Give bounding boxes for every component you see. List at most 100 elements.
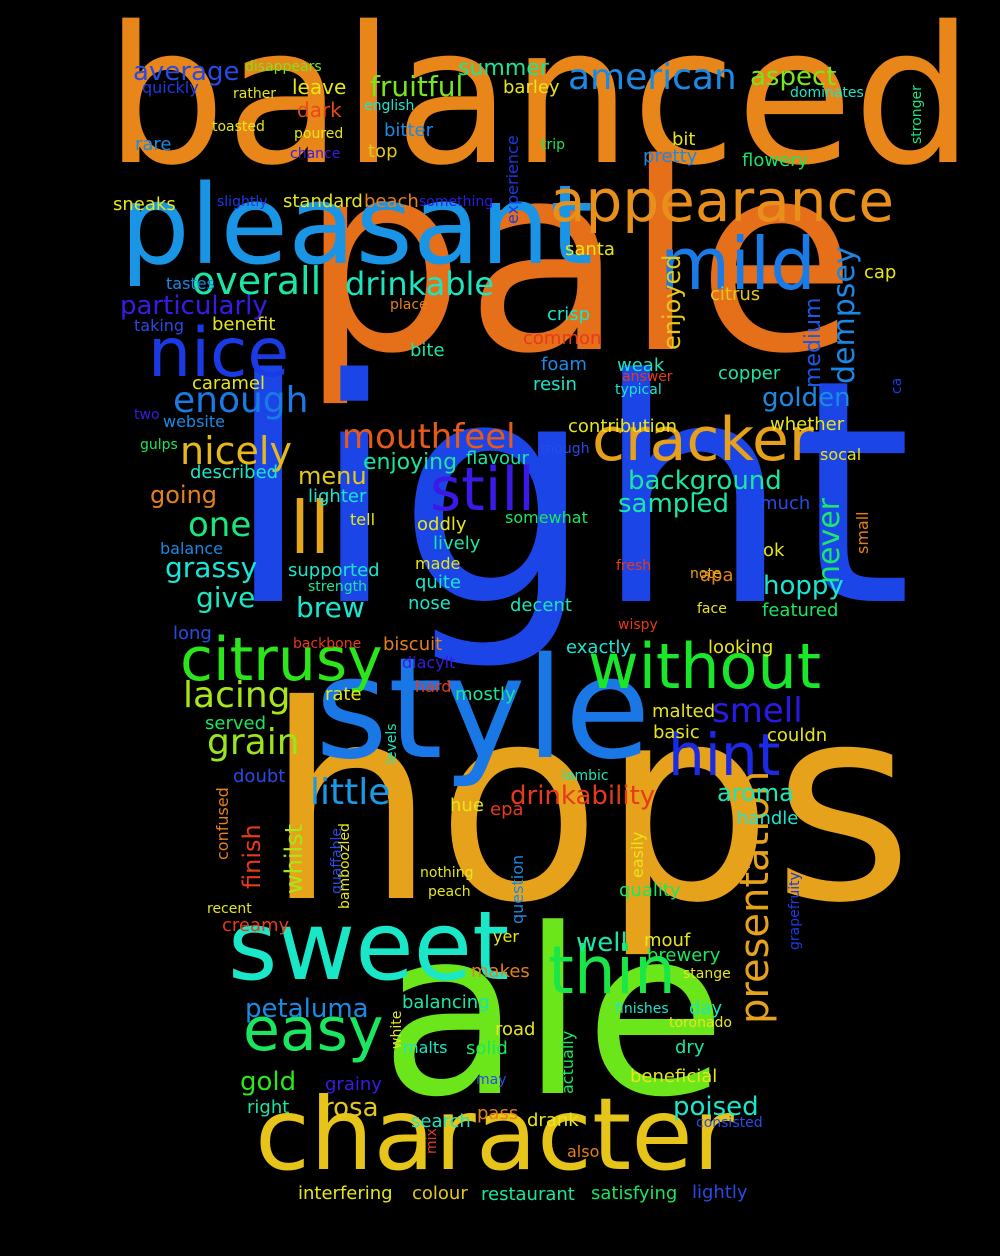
word-cloud-word: handle [737,808,799,829]
word-cloud-word: doubt [233,766,286,787]
word-cloud-word: grapefruity [787,872,803,950]
word-cloud-word: two [134,407,160,423]
word-cloud-word: going [150,481,218,509]
word-cloud-word: colour [412,1183,468,1204]
word-cloud-word: bamboozled [337,823,353,909]
word-cloud-word: pretty [643,146,698,167]
word-cloud-word: english [364,98,415,114]
word-cloud-word: character [255,1076,734,1193]
word-cloud-word: disappears [245,59,322,75]
word-cloud-word: diacylt [402,653,456,672]
word-cloud-word: nicely [180,429,292,473]
word-cloud-word: bit [672,129,696,150]
word-cloud-word: dry [675,1037,705,1058]
word-cloud-word: somewhat [505,508,588,527]
word-cloud-word: grain [207,722,300,763]
word-cloud-word: though [540,441,590,457]
word-cloud-word: malts [403,1038,448,1057]
word-cloud-word: whilst [280,823,308,894]
word-cloud-word: mouthfeel [342,417,516,457]
word-cloud-word: nothing [420,865,474,881]
word-cloud-word: particularly [120,291,268,321]
word-cloud-word: something [419,194,494,210]
word-cloud-word: poised [673,1092,759,1122]
word-cloud-word: citrusy [180,625,383,695]
word-cloud-word: balance [160,539,223,558]
word-cloud-word: stronger [909,85,925,144]
word-cloud-word: tastes [166,274,215,293]
word-cloud-word: nice [148,314,290,393]
word-cloud-word: top [368,141,398,162]
word-cloud-word: also [567,1142,600,1161]
word-cloud-word: without [588,630,822,703]
word-cloud-word: drinkable [345,265,495,303]
word-cloud-word: grassy [165,551,258,584]
word-cloud-word: whether [770,414,845,435]
word-cloud-word: served [205,713,267,734]
word-cloud-word: trip [541,137,566,153]
word-cloud-word: apa [700,565,734,586]
word-cloud-word: lacing [183,675,291,716]
word-cloud-word: backbone [293,636,362,652]
word-cloud-word: rare [135,134,172,155]
word-cloud-word: supported [288,560,380,581]
word-cloud-word: copper [718,363,781,384]
word-cloud-word: website [163,412,225,431]
word-cloud-word: nose [408,593,451,614]
word-cloud-word: satisfying [591,1183,678,1204]
word-cloud-word: face [697,601,727,617]
word-cloud-word: pass [477,1103,519,1124]
word-cloud-word: flavour [466,448,529,469]
word-cloud-word: interfering [298,1183,393,1204]
word-cloud-word: day [689,998,723,1019]
word-cloud-word: aspect [750,62,837,92]
word-cloud-word: flowery [742,150,809,171]
word-cloud-word: experience [503,135,522,224]
word-cloud-word: gulps [140,437,178,453]
word-cloud-word: gold [240,1067,297,1097]
word-cloud-word: appearance [550,167,895,235]
word-cloud-word: question [508,854,527,924]
word-cloud-word: recent [207,901,252,917]
word-cloud-word: toronado [669,1015,732,1031]
word-cloud-word: background [628,466,782,496]
word-cloud-word: slightly [217,194,268,210]
word-cloud-word: chance [290,146,341,162]
word-cloud-word: tell [350,510,376,529]
word-cloud-word: barley [503,77,560,98]
word-cloud-word: note [690,566,722,582]
word-cloud-word: finish [238,824,266,889]
word-cloud-word: still [430,455,535,525]
word-cloud-word: search [411,1111,471,1132]
word-cloud-word: brew [296,591,365,624]
word-cloud-word: bitter [384,120,434,141]
word-cloud-word: decent [510,595,572,616]
word-cloud-word: biscuit [383,634,443,655]
word-cloud-word: standard [283,191,363,212]
word-cloud-word: rosa [323,1093,379,1123]
word-cloud-word: solid [466,1038,508,1059]
word-cloud-word: bite [410,340,445,361]
word-cloud-word: style [315,628,651,791]
word-cloud-word: typical [615,382,662,398]
word-cloud-word: one [188,505,252,545]
word-cloud-word: rather [233,86,277,102]
word-cloud-word: featured [762,600,839,621]
word-cloud-word: sampled [618,489,730,519]
word-cloud-word: petaluma [245,994,369,1024]
word-cloud-word: crisp [547,304,591,325]
word-cloud-word: lambic [562,768,609,784]
word-cloud-word: enjoying [363,450,458,475]
word-cloud-word: little [310,772,391,813]
word-cloud-word: light [225,314,913,675]
word-cloud-word: ok [763,540,785,561]
word-cloud-word: mostly [455,684,516,705]
word-cloud-word: pale [300,109,857,411]
word-cloud-word: lively [433,533,481,554]
word-cloud-word: socal [820,445,862,464]
word-cloud-word: menu [298,462,367,490]
word-cloud-word: white [389,1010,405,1049]
word-cloud-word: drank [527,1110,579,1131]
word-cloud-word: easy [243,995,384,1065]
word-cloud-word: easily [628,831,647,878]
